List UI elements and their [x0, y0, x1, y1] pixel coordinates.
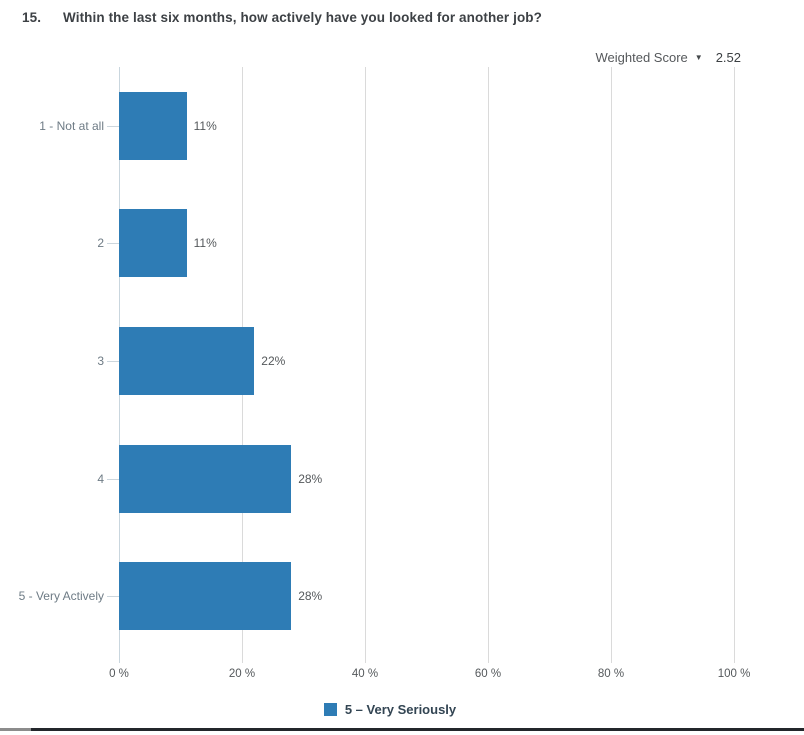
category-label: 1 - Not at all	[39, 118, 104, 133]
category-tick	[107, 243, 119, 245]
legend-item: 5 – Very Seriously	[323, 702, 457, 717]
category-tick	[107, 596, 119, 598]
bar	[119, 91, 187, 160]
bar-row: 5 - Very Actively 28%	[19, 537, 734, 655]
question-number: 15.	[22, 10, 42, 25]
chart-legend: 5 – Very Seriously	[0, 702, 804, 717]
weighted-score-dropdown[interactable]: Weighted Score ▼ 2.52	[596, 49, 742, 65]
category-label: 5 - Very Actively	[18, 589, 104, 604]
bar	[119, 562, 292, 631]
value-label: 22%	[261, 353, 286, 368]
bar-row: 3 22%	[97, 302, 734, 420]
category-tick	[107, 125, 119, 127]
question-text: Within the last six months, how actively…	[63, 10, 542, 25]
divider-gray-segment	[0, 728, 31, 731]
legend-label: 5 – Very Seriously	[344, 702, 457, 717]
caret-down-icon: ▼	[694, 53, 703, 62]
x-axis-tick-label: 100 %	[717, 668, 751, 680]
value-label: 11%	[193, 236, 217, 251]
x-axis-tick-label: 40 %	[351, 668, 379, 680]
question-header: 15. Within the last six months, how acti…	[22, 10, 784, 25]
x-axis-tick-label: 60 %	[474, 668, 502, 680]
x-axis-tick-label: 0 %	[109, 668, 129, 680]
x-axis-tick-label: 80 %	[597, 668, 625, 680]
category-label: 2	[97, 236, 104, 251]
bar-row: 1 - Not at all 11%	[39, 67, 734, 185]
bar	[119, 444, 292, 513]
category-label: 4	[97, 471, 104, 486]
category-label: 3	[97, 353, 104, 368]
gridline	[488, 67, 489, 663]
value-label: 28%	[298, 589, 323, 604]
bar	[119, 326, 255, 395]
weighted-score-label: Weighted Score	[595, 49, 688, 65]
bar-row: 4 28%	[97, 420, 734, 538]
divider-dark-segment	[31, 728, 804, 731]
horizontal-divider	[0, 728, 804, 731]
category-tick	[107, 478, 119, 480]
bar-chart: 0 % 20 % 40 % 60 % 80 % 100 % 1 - Not at all 1…	[19, 67, 750, 680]
gridline	[365, 67, 366, 663]
bar	[119, 209, 187, 278]
category-tick	[107, 360, 119, 362]
legend-swatch-icon	[323, 703, 337, 716]
gridline	[611, 67, 612, 663]
x-axis-tick-label: 20 %	[228, 668, 256, 680]
bar-row: 2 11%	[97, 185, 734, 303]
value-label: 28%	[298, 471, 323, 486]
weighted-score-value: 2.52	[715, 49, 741, 65]
gridline	[734, 67, 735, 663]
value-label: 11%	[193, 118, 217, 133]
bar-rows: 1 - Not at all 11% 2 11% 3 22% 4 28% 5 - Very Ac…	[19, 67, 734, 655]
